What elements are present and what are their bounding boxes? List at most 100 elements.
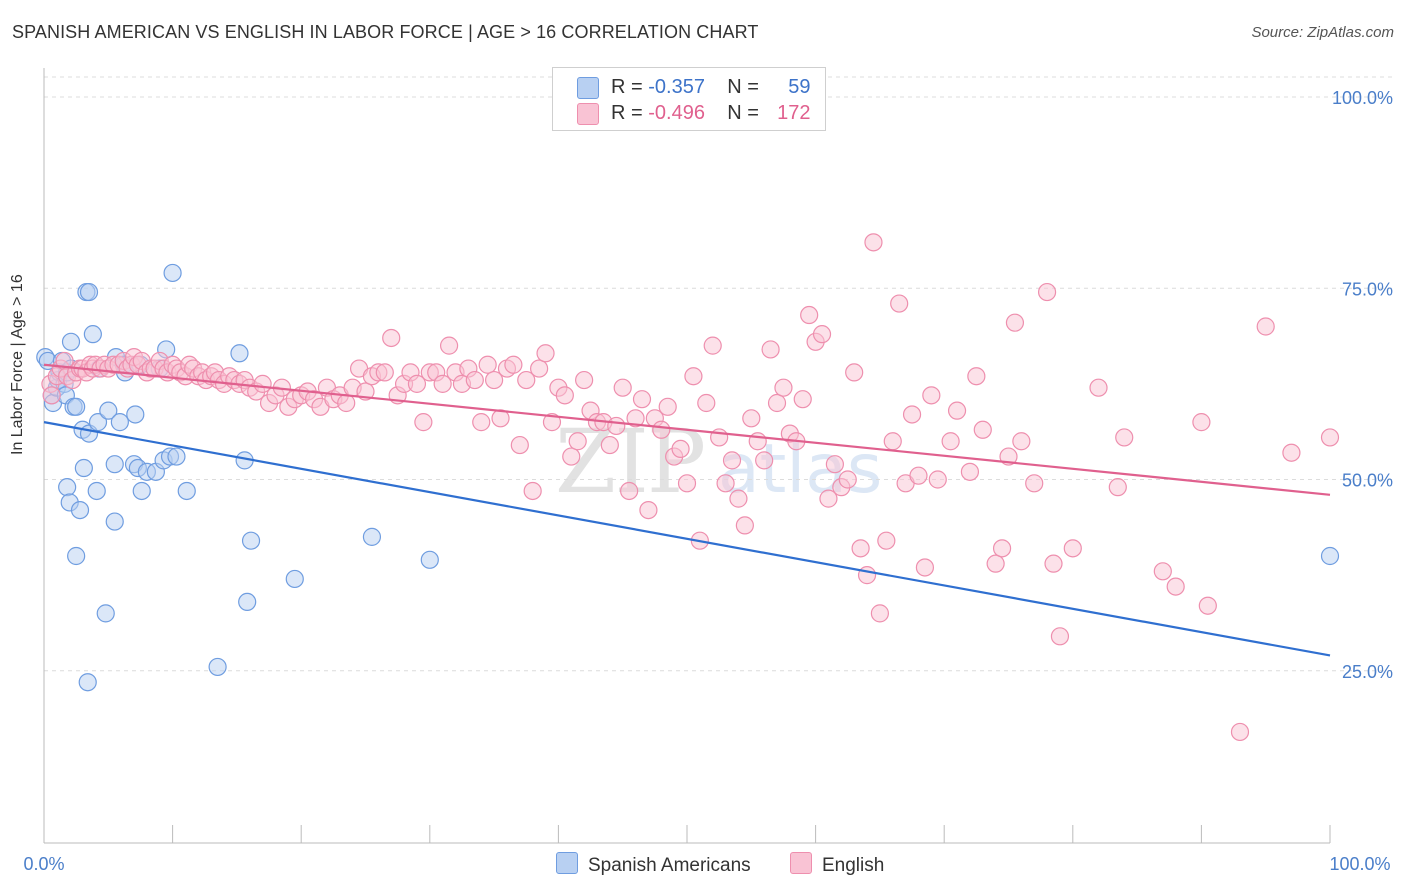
point-english-145	[864, 233, 883, 252]
legend-item-english[interactable]: English	[790, 852, 884, 877]
point-english-119	[697, 393, 716, 413]
point-english-75	[414, 413, 433, 432]
legend-swatch-pink	[577, 103, 599, 125]
point-english-149	[890, 294, 909, 313]
point-spanish-18	[70, 501, 90, 520]
point-english-100	[575, 370, 594, 390]
legend-n-label: N =	[727, 102, 759, 124]
point-english-142	[845, 363, 864, 382]
point-english-147	[877, 531, 896, 550]
point-english-98	[562, 447, 581, 466]
point-spanish-33	[110, 413, 129, 432]
legend-swatch-pink	[790, 852, 812, 874]
point-english-112	[652, 420, 671, 439]
correlation-legend: R = -0.357 N = 59 R = -0.496 N = 172	[552, 67, 826, 131]
point-spanish-50	[177, 481, 196, 501]
point-english-108	[626, 409, 645, 428]
point-english-131	[774, 378, 793, 397]
point-english-167	[1037, 282, 1057, 302]
point-english-162	[992, 539, 1012, 558]
point-english-107	[620, 481, 639, 501]
y-axis-label: In Labor Force | Age > 16	[9, 274, 26, 455]
point-english-168	[1044, 554, 1063, 573]
point-english-171	[1108, 478, 1127, 497]
point-spanish-51	[208, 657, 227, 677]
point-spanish-32	[105, 455, 124, 474]
point-english-164	[1005, 313, 1025, 332]
point-english-113	[658, 397, 677, 416]
point-english-180	[1089, 378, 1108, 397]
trend-line-spanish	[43, 421, 1331, 657]
legend-n-label: N =	[727, 76, 759, 98]
point-english-83	[465, 370, 484, 390]
point-english-86	[485, 370, 504, 390]
point-english-84	[472, 413, 491, 432]
point-english-165	[1012, 432, 1031, 451]
point-english-157	[947, 401, 967, 420]
point-english-117	[684, 367, 703, 386]
point-english-179	[1115, 428, 1134, 447]
point-english-87	[491, 409, 510, 428]
point-english-141	[838, 470, 857, 489]
point-english-176	[1256, 317, 1275, 336]
point-english-156	[941, 432, 960, 451]
point-english-109	[632, 390, 652, 409]
point-english-172	[1153, 562, 1172, 581]
legend-swatch-blue	[577, 77, 599, 99]
point-english-146	[870, 604, 890, 623]
point-spanish-23	[78, 673, 97, 692]
point-english-158	[960, 462, 980, 481]
legend-n-value-english: 172	[777, 102, 811, 124]
point-english-90	[510, 435, 529, 455]
point-english-120	[703, 336, 722, 355]
point-english-155	[928, 470, 947, 489]
point-english-169	[1050, 627, 1070, 646]
point-english-95	[542, 413, 562, 432]
point-spanish-41	[132, 481, 151, 501]
point-english-178	[1320, 428, 1340, 447]
point-spanish-38	[126, 405, 145, 424]
point-english-151	[902, 405, 922, 424]
point-spanish-52	[230, 344, 249, 363]
point-english-181	[1198, 596, 1217, 615]
point-english-94	[536, 344, 555, 363]
point-spanish-25	[83, 325, 102, 344]
point-english-110	[639, 501, 658, 520]
point-english-170	[1063, 539, 1082, 558]
point-spanish-14	[67, 397, 86, 416]
point-spanish-56	[285, 569, 304, 589]
point-english-125	[735, 516, 754, 535]
point-spanish-31	[105, 512, 124, 531]
legend-label-english: English	[822, 855, 885, 876]
point-english-92	[523, 481, 542, 501]
point-english-123	[722, 451, 742, 470]
point-english-166	[1025, 474, 1044, 493]
axes	[43, 68, 1331, 844]
point-spanish-27	[88, 413, 108, 432]
point-english-74	[407, 374, 427, 393]
point-english-144	[857, 566, 877, 585]
point-english-130	[767, 393, 787, 413]
point-english-85	[478, 355, 497, 374]
point-spanish-59	[1320, 546, 1340, 566]
point-english-122	[716, 474, 735, 493]
point-english-175	[1230, 722, 1250, 742]
point-english-89	[504, 355, 523, 374]
point-english-126	[742, 409, 761, 428]
legend-item-spanish-americans[interactable]: Spanish Americans	[556, 852, 751, 877]
point-spanish-57	[362, 527, 382, 546]
point-spanish-20	[74, 458, 93, 478]
y-tick-label-75: 75.0%	[1342, 279, 1393, 299]
point-english-153	[915, 558, 935, 577]
legend-n-value-spanish: 59	[788, 76, 811, 98]
point-english-139	[825, 455, 844, 474]
point-english-99	[568, 432, 587, 451]
x-tick-label-100: 100.0%	[1329, 854, 1390, 874]
point-english-124	[729, 489, 748, 508]
point-english-138	[819, 489, 838, 508]
point-spanish-26	[87, 481, 106, 501]
point-english-128	[755, 451, 774, 470]
point-spanish-54	[238, 592, 257, 612]
point-english-174	[1192, 413, 1211, 432]
trend-line-english	[43, 363, 1331, 496]
